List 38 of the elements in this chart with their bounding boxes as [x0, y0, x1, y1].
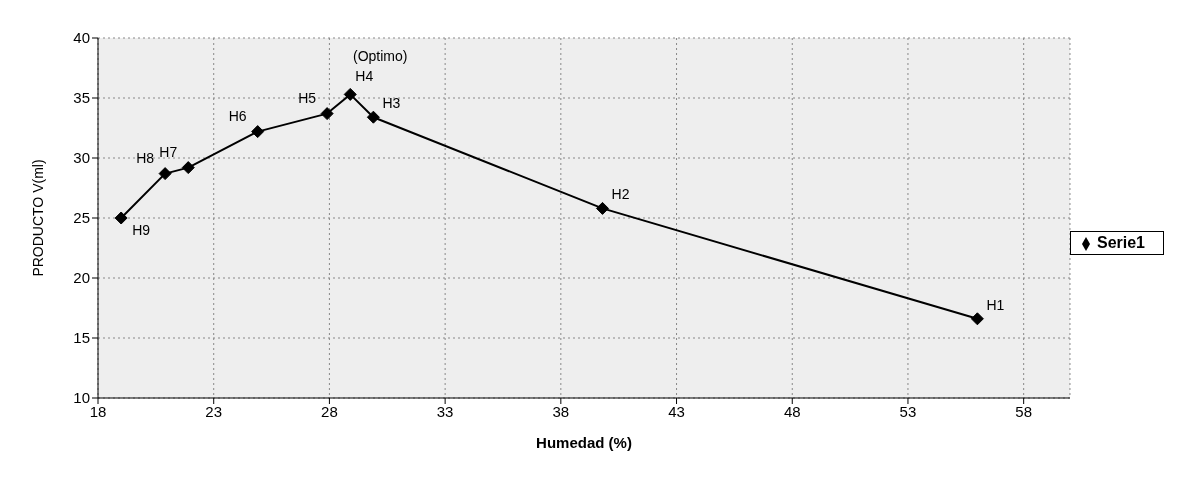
x-tick-label: 23: [205, 402, 223, 420]
y-tick-label: 35: [73, 89, 90, 107]
x-tick-label: 33: [436, 402, 454, 420]
point: [343, 87, 357, 101]
point: [320, 107, 334, 121]
x-tick-label: 43: [668, 402, 685, 420]
y-tick-label: 20: [73, 269, 90, 287]
x-tick-label: 28: [321, 402, 338, 420]
point: [366, 110, 380, 124]
annotation: H7: [159, 143, 178, 160]
annotation: H5: [298, 89, 317, 106]
x-tick-label: 18: [89, 402, 107, 420]
annotation: H2: [611, 186, 630, 203]
legend-label: Serie1: [1096, 234, 1145, 251]
y-tick-label: 15: [73, 329, 90, 347]
point: [114, 211, 128, 225]
x-tick-label: 58: [1015, 402, 1033, 420]
annotation: H3: [382, 95, 401, 112]
y-tick-label: 30: [73, 149, 90, 167]
point: [158, 167, 172, 181]
point: [251, 125, 265, 139]
y-tick-label: 10: [73, 389, 90, 407]
annotation: H1: [986, 296, 1005, 313]
annotation: H9: [132, 221, 151, 238]
annotation: (Optimo): [353, 48, 408, 65]
point: [595, 201, 609, 215]
point: [970, 312, 984, 326]
annotation: H6: [228, 107, 247, 124]
annotation: H8: [136, 149, 155, 166]
x-axis-title: Humedad (%): [536, 434, 632, 451]
y-axis-title: PRODUCTO V(ml): [29, 159, 46, 277]
x-tick-label: 48: [783, 402, 801, 420]
annotation: H4: [355, 68, 374, 85]
y-tick-label: 25: [73, 209, 90, 227]
y-tick-label: 40: [73, 29, 90, 47]
x-tick-label: 53: [899, 402, 917, 420]
point: [181, 161, 195, 175]
x-tick-label: 38: [552, 402, 570, 420]
